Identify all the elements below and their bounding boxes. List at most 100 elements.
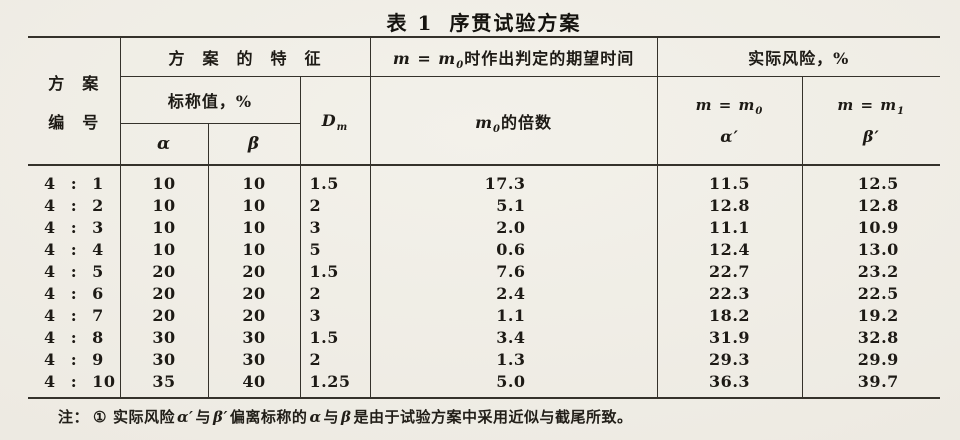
cell-plan: 4 : 2	[44, 196, 104, 215]
cell-alpha_prime: 36.3	[656, 371, 803, 398]
header-risk-m0: m = m0 α′	[656, 76, 803, 166]
table-row: 4 : 7 20 20 3 1.1 18.2 19.2	[28, 305, 941, 327]
cell-multiple: 0.6	[369, 239, 658, 261]
cell-alpha: 35	[119, 371, 208, 398]
table-row: 4 : 6 20 20 2 2.4 22.3 22.5	[28, 283, 941, 305]
table-number-label: 表 1	[386, 11, 434, 35]
header-plan-number-line1: 方 案	[48, 73, 100, 93]
header-m-equals-m0: m = m0	[695, 95, 764, 117]
cell-plan: 4 : 5	[44, 262, 104, 281]
header-expected-decision-time: m = m0时作出判定的期望时间	[369, 37, 658, 77]
cell-beta: 20	[207, 261, 300, 283]
table-row: 4 : 8 30 30 1.5 3.4 31.9 32.8	[28, 327, 941, 349]
cell-alpha_prime: 31.9	[656, 327, 803, 349]
cell-multiple: 5.1	[369, 195, 658, 217]
cell-beta_prime: 29.9	[801, 349, 941, 371]
cell-dm: 1.5	[299, 165, 371, 195]
cell-beta: 30	[207, 327, 300, 349]
cell-beta_prime: 19.2	[801, 305, 941, 327]
header-dm: Dm	[299, 76, 371, 166]
table-row: 4 : 5 20 20 1.5 7.6 22.7 23.2	[28, 261, 941, 283]
cell-multiple: 17.3	[369, 165, 658, 195]
cell-alpha_prime: 18.2	[656, 305, 803, 327]
cell-multiple: 2.4	[369, 283, 658, 305]
cell-beta: 20	[207, 283, 300, 305]
cell-alpha_prime: 22.3	[656, 283, 803, 305]
cell-beta_prime: 12.5	[801, 165, 941, 195]
cell-alpha: 10	[119, 239, 208, 261]
footnote-item-number: ①	[93, 408, 107, 426]
cell-multiple: 5.0	[369, 371, 658, 398]
table-row: 4 : 4 10 10 5 0.6 12.4 13.0	[28, 239, 941, 261]
cell-alpha: 20	[119, 283, 208, 305]
cell-alpha: 10	[119, 217, 208, 239]
cell-alpha: 20	[119, 261, 208, 283]
cell-beta: 10	[207, 239, 300, 261]
cell-plan: 4 : 7	[44, 306, 104, 325]
table-header: 方 案 编 号 方 案 的 特 征 m = m0时作出判定的期望时间 实际风险，…	[28, 37, 941, 166]
cell-dm: 1.25	[299, 371, 371, 398]
table-title: 表 1 序贯试验方案	[28, 7, 940, 36]
cell-alpha: 30	[119, 349, 208, 371]
header-beta-prime: β′	[862, 126, 880, 146]
footnote-note-label: 注：	[58, 408, 90, 426]
header-alpha-prime: α′	[720, 126, 739, 146]
cell-multiple: 7.6	[369, 261, 658, 283]
cell-dm: 2	[299, 349, 371, 371]
header-alpha: α	[119, 123, 208, 166]
table-body: 4 : 1 10 10 1.5 17.3 11.5 12.5 4 : 2 10 10 2 5.1 12.…	[28, 165, 941, 398]
cell-dm: 2	[299, 195, 371, 217]
cell-beta_prime: 13.0	[801, 239, 941, 261]
cell-alpha_prime: 11.5	[656, 165, 803, 195]
cell-alpha_prime: 12.4	[656, 239, 803, 261]
cell-multiple: 1.1	[369, 305, 658, 327]
cell-dm: 3	[299, 305, 371, 327]
cell-alpha: 20	[119, 305, 208, 327]
cell-multiple: 2.0	[369, 217, 658, 239]
header-actual-risk: 实际风险，%	[656, 37, 941, 77]
cell-dm: 3	[299, 217, 371, 239]
cell-alpha_prime: 22.7	[656, 261, 803, 283]
header-plan-number: 方 案 编 号	[28, 37, 120, 166]
cell-beta_prime: 32.8	[801, 327, 941, 349]
header-m-equals-m1: m = m1	[837, 95, 906, 117]
cell-plan: 4 : 9	[44, 350, 104, 369]
cell-dm: 1.5	[299, 327, 371, 349]
cell-dm: 1.5	[299, 261, 371, 283]
header-plan-number-line2: 编 号	[48, 112, 100, 132]
cell-plan: 4 : 10	[44, 372, 116, 391]
cell-beta: 10	[207, 217, 300, 239]
table-row: 4 : 2 10 10 2 5.1 12.8 12.8	[28, 195, 941, 217]
header-m0-multiple: m0的倍数	[369, 76, 658, 166]
footnote-beta: β	[341, 408, 352, 426]
cell-beta_prime: 10.9	[801, 217, 941, 239]
cell-alpha: 30	[119, 327, 208, 349]
cell-beta: 10	[207, 195, 300, 217]
cell-alpha: 10	[119, 195, 208, 217]
cell-beta: 40	[207, 371, 300, 398]
table-row: 4 : 9 30 30 2 1.3 29.3 29.9	[28, 349, 941, 371]
header-plan-characteristics: 方 案 的 特 征	[119, 37, 371, 77]
header-beta: β	[207, 123, 300, 166]
table-row: 4 : 3 10 10 3 2.0 11.1 10.9	[28, 217, 941, 239]
footnote-alpha: α	[309, 408, 322, 426]
cell-plan: 4 : 4	[44, 240, 104, 259]
cell-beta: 30	[207, 349, 300, 371]
footnote: 注： ① 实际风险 α′ 与 β′ 偏离标称的 α 与 β 是由于试验方案中采用近似与截尾所致。	[58, 408, 633, 426]
cell-multiple: 3.4	[369, 327, 658, 349]
footnote-alpha-prime: α′	[176, 408, 194, 426]
cell-plan: 4 : 6	[44, 284, 104, 303]
cell-beta_prime: 23.2	[801, 261, 941, 283]
table-row: 4 : 1 10 10 1.5 17.3 11.5 12.5	[28, 165, 941, 195]
cell-beta: 10	[207, 165, 300, 195]
cell-multiple: 1.3	[369, 349, 658, 371]
footnote-beta-prime: β′	[213, 408, 228, 426]
cell-beta_prime: 12.8	[801, 195, 941, 217]
table-row: 4 : 10 35 40 1.25 5.0 36.3 39.7	[28, 371, 941, 398]
table-name: 序贯试验方案	[449, 11, 582, 35]
header-nominal-value: 标称值，%	[119, 76, 300, 124]
cell-dm: 2	[299, 283, 371, 305]
cell-plan: 4 : 8	[44, 328, 104, 347]
cell-plan: 4 : 1	[44, 174, 104, 193]
